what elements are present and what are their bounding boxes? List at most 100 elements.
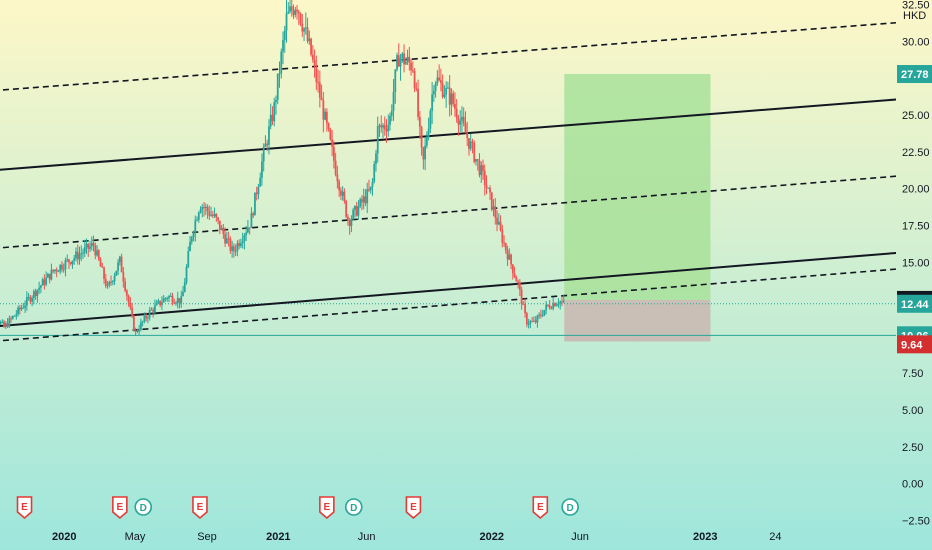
earnings-marker[interactable]: E xyxy=(405,496,422,520)
candle xyxy=(111,280,114,286)
price-tag[interactable]: 9.64 xyxy=(897,335,932,354)
candle-body xyxy=(31,297,34,302)
candle-body xyxy=(245,232,248,236)
candle xyxy=(129,297,132,311)
dividend-marker[interactable]: D xyxy=(134,498,153,516)
candle-body xyxy=(96,250,98,256)
time-axis[interactable]: 2020 May Sep 2021 Jun 2022 Jun 2023 24 xyxy=(52,531,781,543)
candle xyxy=(547,304,549,308)
candle-body xyxy=(62,269,65,271)
candle xyxy=(510,253,512,270)
candle-body xyxy=(364,196,367,204)
candle xyxy=(378,123,381,137)
candle xyxy=(78,246,81,265)
earnings-marker[interactable]: E xyxy=(319,496,335,520)
earnings-marker[interactable]: E xyxy=(112,496,128,520)
candle xyxy=(73,254,76,265)
candle-body xyxy=(239,243,242,247)
candle xyxy=(3,319,5,328)
candle-body xyxy=(508,254,511,260)
earnings-icon xyxy=(16,496,33,520)
candle xyxy=(489,185,491,200)
candle xyxy=(210,206,212,217)
candle xyxy=(362,188,365,210)
price-tag-box xyxy=(897,65,932,84)
candle-body xyxy=(475,159,477,162)
earnings-marker[interactable]: E xyxy=(16,496,33,520)
candle xyxy=(439,68,442,92)
plot-area[interactable] xyxy=(0,0,924,342)
candle-body xyxy=(232,246,235,252)
candle-body xyxy=(366,189,369,204)
candle xyxy=(20,305,23,312)
candle xyxy=(245,225,248,241)
candle-body xyxy=(362,196,365,203)
price-tag[interactable]: 12.44 xyxy=(897,294,932,313)
candle-body xyxy=(320,97,323,101)
earnings-marker[interactable]: E xyxy=(192,496,208,520)
candle xyxy=(480,161,483,183)
candle xyxy=(561,296,563,307)
candle-body xyxy=(448,87,451,105)
candle-body xyxy=(317,82,319,84)
candle-body xyxy=(266,143,269,145)
candle xyxy=(224,227,227,247)
candle-body xyxy=(4,323,7,327)
price-tag[interactable]: 27.78 xyxy=(897,65,932,84)
trend-line[interactable] xyxy=(0,97,924,171)
candle xyxy=(189,235,191,252)
candle xyxy=(238,239,241,250)
candle xyxy=(18,304,21,315)
trend-line[interactable] xyxy=(0,21,924,92)
candle-body xyxy=(187,251,190,267)
candle xyxy=(520,286,523,310)
candle xyxy=(513,266,516,279)
candle-body xyxy=(538,314,541,316)
candle xyxy=(182,285,184,297)
candle xyxy=(148,306,151,321)
dividend-icon xyxy=(134,498,153,516)
candle xyxy=(197,211,200,223)
dividend-marker[interactable]: D xyxy=(344,498,363,516)
candle-body xyxy=(490,192,493,210)
candle xyxy=(257,183,260,200)
candle xyxy=(234,244,237,256)
position-profit-zone[interactable] xyxy=(564,74,711,300)
candle xyxy=(527,318,530,329)
candle xyxy=(199,206,202,214)
candle-body xyxy=(389,115,391,125)
dividend-icon xyxy=(561,498,579,516)
trend-line[interactable] xyxy=(0,251,924,328)
candle-body xyxy=(348,220,351,226)
candle xyxy=(138,324,141,335)
position-stop-zone[interactable] xyxy=(564,299,711,342)
candle-body xyxy=(478,160,481,176)
trend-line[interactable] xyxy=(0,174,924,249)
candle-body xyxy=(380,125,383,128)
candle-body xyxy=(280,51,283,74)
earnings-letter: E xyxy=(21,502,28,513)
candle-body xyxy=(424,145,427,160)
dividend-letter: D xyxy=(567,503,574,514)
candle-body xyxy=(562,300,565,302)
candle xyxy=(401,52,404,63)
candle xyxy=(232,243,235,258)
candle-body xyxy=(17,307,19,315)
earnings-marker[interactable]: E xyxy=(532,496,549,520)
candle xyxy=(459,110,462,132)
candle-body xyxy=(141,321,144,323)
trend-line[interactable] xyxy=(0,267,924,342)
candle xyxy=(239,238,242,249)
candle xyxy=(96,245,98,257)
candle-body xyxy=(124,281,127,291)
candle xyxy=(445,81,448,108)
candle-body xyxy=(468,138,470,149)
candle-body xyxy=(357,206,360,216)
x-tick-label: 2021 xyxy=(266,531,290,543)
candle xyxy=(36,289,39,303)
dividend-marker[interactable]: D xyxy=(561,498,579,516)
candle-body xyxy=(147,317,149,319)
